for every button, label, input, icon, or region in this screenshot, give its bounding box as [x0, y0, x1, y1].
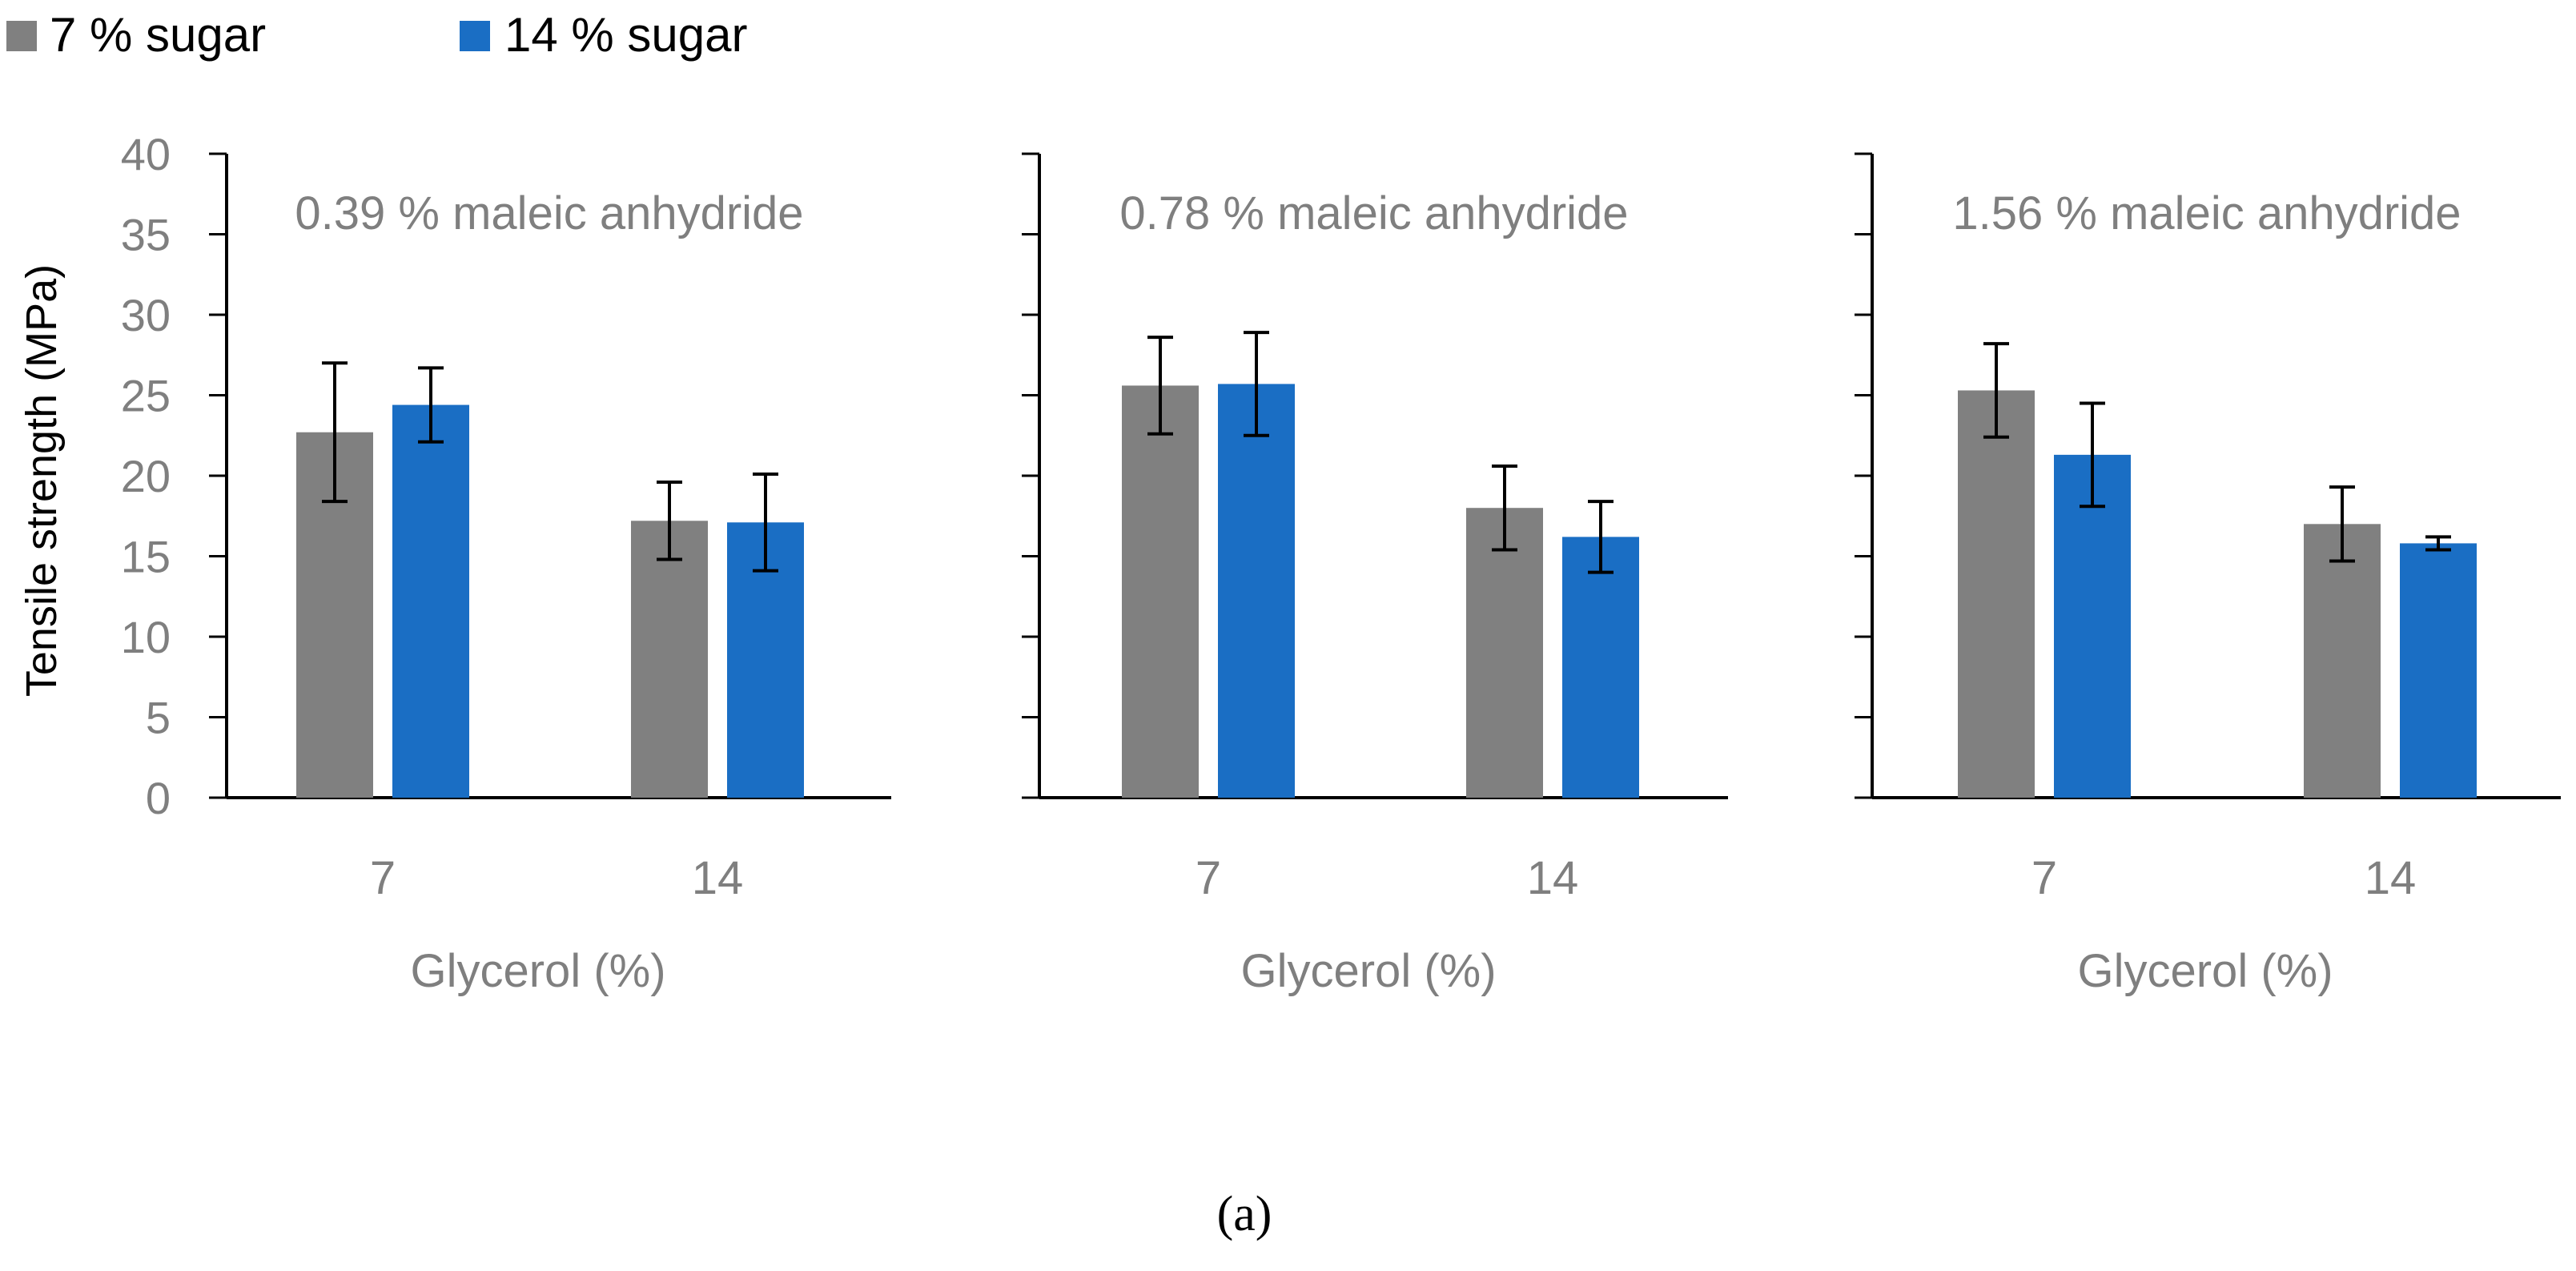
- bar-14-sugar-glycerol-7: [2054, 454, 2131, 798]
- bar-14-sugar-glycerol-7: [392, 404, 469, 798]
- legend-swatch-14-sugar: [460, 21, 490, 51]
- legend-label-7-sugar: 7 % sugar: [50, 8, 266, 62]
- x-axis-title: Glycerol (%): [1240, 945, 1496, 997]
- x-tick-label: 7: [2031, 852, 2057, 904]
- legend: 7 % sugar 14 % sugar: [6, 8, 748, 62]
- x-tick-label: 14: [692, 852, 744, 904]
- x-tick-label: 7: [1196, 852, 1221, 904]
- panel-1: 0 5 10 15 20 25 30 35 40 7 14 0.39 % maleic anhydri…: [121, 129, 891, 997]
- x-axis-title: Glycerol (%): [410, 945, 665, 997]
- bar-7-sugar-glycerol-14: [1466, 508, 1543, 798]
- panel-title: 1.56 % maleic anhydride: [1952, 187, 2461, 239]
- legend-swatch-7-sugar: [6, 21, 37, 51]
- panel-title: 0.39 % maleic anhydride: [295, 187, 803, 239]
- y-tick-label: 15: [121, 532, 171, 582]
- panel-3: 7 14 1.56 % maleic anhydride Glycerol (%): [1855, 152, 2561, 997]
- y-tick-label: 10: [121, 612, 171, 662]
- panel-2: 7 14 0.78 % maleic anhydride Glycerol (%): [1022, 152, 1728, 997]
- x-tick-label: 14: [2365, 852, 2417, 904]
- bar-14-sugar-glycerol-14: [2400, 543, 2477, 798]
- y-tick-label: 25: [121, 371, 171, 421]
- x-tick-label: 7: [370, 852, 396, 904]
- y-axis-title: Tensile strength (MPa): [18, 264, 66, 697]
- y-tick-label: 20: [121, 451, 171, 501]
- bar-7-sugar-glycerol-7: [1958, 390, 2035, 798]
- y-tick-label: 5: [146, 693, 171, 743]
- bar-7-sugar-glycerol-7: [1122, 385, 1199, 798]
- legend-label-14-sugar: 14 % sugar: [504, 8, 748, 62]
- y-tick-label: 40: [121, 129, 171, 179]
- bar-7-sugar-glycerol-14: [2304, 524, 2381, 798]
- y-tick-label: 0: [146, 773, 171, 823]
- x-tick-label: 14: [1527, 852, 1579, 904]
- y-tick-label: 30: [121, 290, 171, 340]
- panel-title: 0.78 % maleic anhydride: [1119, 187, 1628, 239]
- x-axis-title: Glycerol (%): [2077, 945, 2333, 997]
- bar-14-sugar-glycerol-7: [1218, 384, 1295, 798]
- y-tick-label: 35: [121, 210, 171, 260]
- bar-14-sugar-glycerol-14: [1562, 537, 1639, 798]
- bar-7-sugar-glycerol-14: [631, 521, 708, 798]
- figure-label: (a): [1217, 1187, 1272, 1241]
- chart-panels: 0 5 10 15 20 25 30 35 40 7 14 0.39 % maleic anhydri…: [121, 129, 2561, 997]
